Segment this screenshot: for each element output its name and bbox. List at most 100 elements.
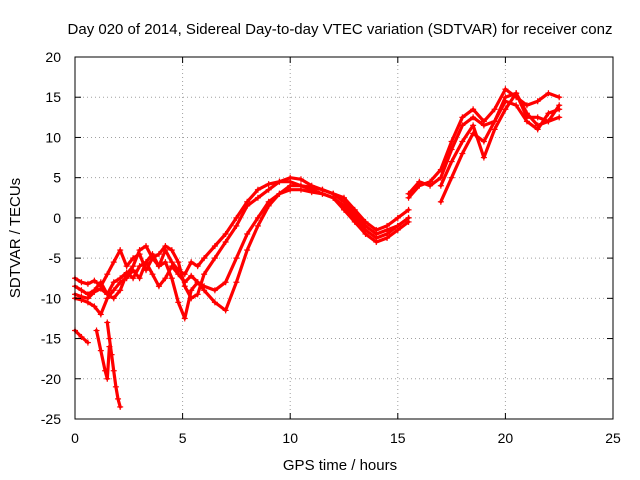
data-point [362,230,369,237]
data-point [502,98,509,105]
x-tick-label: 10 [282,430,298,446]
data-point [188,295,195,302]
y-tick-label: -10 [41,290,61,306]
data-point [104,375,111,382]
data-point [162,275,169,282]
data-point [149,271,156,278]
data-point [480,118,487,125]
data-point [136,247,143,254]
data-point [201,271,208,278]
data-point [84,280,91,287]
data-point [330,190,337,197]
data-point [78,296,85,303]
data-point [480,138,487,145]
data-point [384,235,391,241]
data-point [117,287,124,294]
data-point [91,287,98,294]
data-point [416,182,423,189]
data-point [78,279,85,286]
data-point [97,311,104,318]
x-tick-label: 15 [390,430,406,446]
data-point [78,287,85,294]
data-point [254,214,261,221]
data-point [362,218,369,225]
data-point [102,367,109,374]
data-point [545,118,552,125]
data-point [194,291,201,298]
series-day8 [439,91,561,188]
data-point [470,114,477,121]
data-point [130,275,137,282]
data-point [97,347,104,354]
x-axis-label: GPS time / hours [283,457,397,474]
chart-title: Day 020 of 2014, Sidereal Day-to-day VTE… [68,21,613,38]
data-point [480,154,487,161]
data-point [211,299,218,306]
data-point [491,118,498,125]
series-day4 [73,176,411,300]
data-point [297,182,304,189]
data-point [308,182,315,189]
data-point [459,114,466,121]
data-point [523,110,530,117]
y-tick-label: -25 [41,411,61,427]
data-point [233,279,240,286]
x-tick-label: 25 [605,430,621,446]
data-point [373,226,380,233]
data-point [93,327,100,334]
data-point [194,279,201,286]
data-point [84,299,91,306]
data-point [448,138,455,145]
data-point [394,214,401,221]
data-point [491,126,498,133]
y-tick-label: 0 [53,210,61,226]
data-point [384,222,391,229]
data-point [523,102,530,109]
data-point [405,194,412,201]
data-point [155,263,162,270]
data-point [91,303,98,310]
data-point [123,263,130,270]
data-point [211,255,218,262]
data-point [162,243,169,250]
data-point [168,263,175,270]
tick-layer: 0 5 10 15 20 25 -25 -20 -15 -10 -5 0 5 10 15 20 [41,49,621,446]
data-point [233,214,240,221]
data-point [194,263,201,270]
series-early-b [94,328,112,381]
data-point [265,181,272,188]
data-point [211,287,218,294]
grid-layer [75,57,613,419]
data-point [502,86,509,93]
data-point [448,158,455,165]
data-point [168,275,175,282]
data-point [405,206,412,213]
data-point [110,295,117,302]
data-point [437,182,444,189]
data-point [341,206,347,213]
data-point [459,138,466,145]
data-point [297,176,304,183]
series-day3 [73,184,411,320]
data-point [244,230,251,237]
data-point [254,186,261,193]
data-point [143,243,150,250]
data-point [545,110,552,117]
data-point [502,106,509,113]
y-tick-label: -15 [41,331,61,347]
data-point [276,178,283,185]
data-point [287,174,294,181]
data-point [351,218,358,225]
data-point [394,222,401,229]
data-point [104,319,111,326]
y-tick-label: 10 [45,129,61,145]
data-point [110,367,117,374]
data-point [287,182,294,189]
data-point [254,194,261,201]
data-point [373,239,380,246]
data-point [437,166,444,173]
x-tick-label: 5 [179,430,187,446]
data-point [104,271,111,278]
data-point [115,395,122,402]
data-point [78,333,85,340]
